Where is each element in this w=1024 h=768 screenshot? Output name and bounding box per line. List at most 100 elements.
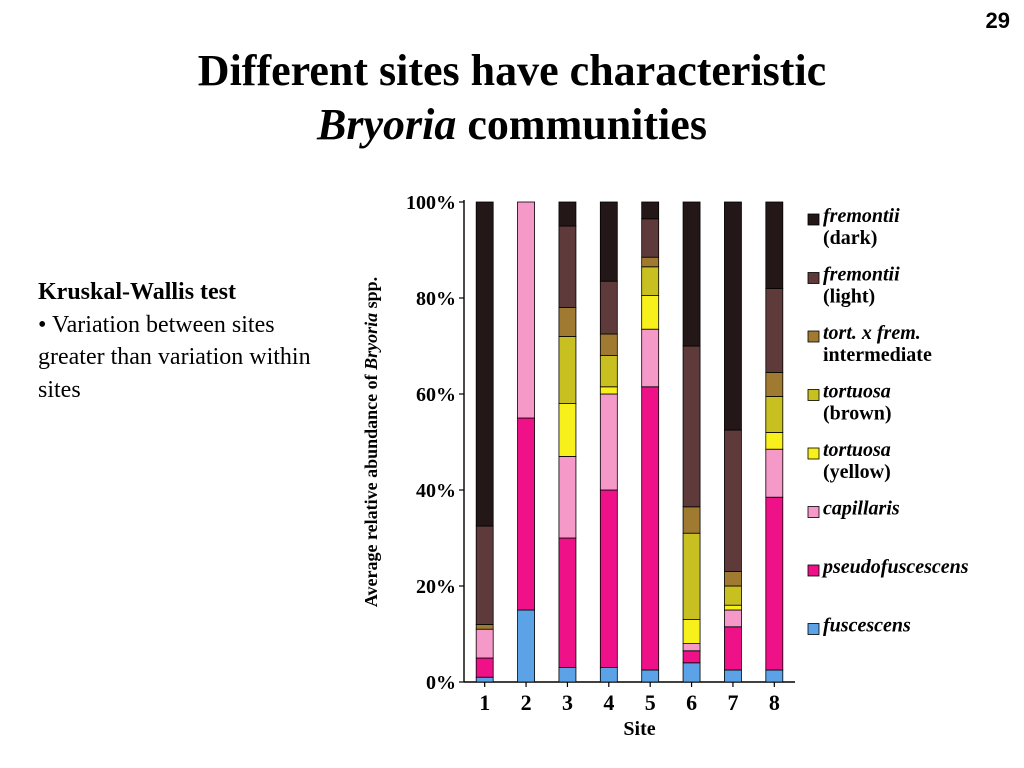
bar-site-3-series-1: [558, 537, 577, 669]
bar-site-7-series-3: [724, 604, 742, 611]
title-line-1: Different sites have characteristic: [197, 46, 827, 95]
legend-label-7: fremontii: [823, 205, 900, 227]
bar-site-7-series-6: [724, 429, 742, 573]
bar-site-4-series-6: [599, 280, 618, 335]
bar-site-2-series-1: [517, 417, 535, 611]
bar-site-4-series-2: [599, 393, 618, 491]
legend-swatch-5: [807, 330, 820, 343]
bar-site-6-series-4: [682, 532, 701, 621]
bar-site-7-series-1: [724, 626, 742, 671]
bar-site-5-series-1: [641, 386, 660, 671]
y-tick-label: 100%: [406, 192, 456, 214]
bar-site-1-series-0: [475, 676, 494, 683]
test-bullet: • Variation between sites greater than v…: [38, 311, 311, 403]
y-axis-title: Average relative abundance of Bryoria sp…: [361, 277, 381, 607]
legend-swatch-4: [807, 389, 820, 401]
bar-site-7-series-0: [724, 669, 742, 683]
side-text: Kruskal-Wallis test • Variation between …: [38, 276, 338, 407]
legend-label-5: tort. x frem.: [823, 322, 921, 344]
x-tick-label: 3: [562, 690, 573, 715]
bar-site-6-series-7: [682, 201, 701, 347]
legend-sublabel-4: (brown): [823, 403, 892, 425]
bar-site-6-series-5: [682, 506, 701, 534]
bar-site-3-series-5: [558, 307, 577, 337]
bar-site-3-series-4: [558, 335, 577, 404]
bar-site-3-series-2: [558, 455, 577, 539]
x-tick-label: 4: [603, 690, 614, 715]
bar-site-8-series-3: [765, 431, 784, 450]
bar-site-1-series-1: [475, 657, 494, 678]
bar-site-1-series-7: [475, 201, 494, 527]
bar-site-7-series-5: [724, 571, 742, 587]
legend-sublabel-7: (dark): [823, 227, 877, 249]
bar-site-3-series-0: [558, 667, 577, 683]
bar-site-6-series-1: [682, 650, 701, 664]
bar-site-4-series-1: [599, 489, 618, 669]
bar-site-6-series-3: [682, 619, 701, 645]
slide-title: Different sites have characteristic Bryo…: [0, 44, 1024, 151]
bar-site-1-series-6: [475, 525, 494, 625]
bar-site-3-series-6: [558, 225, 577, 308]
legend-sublabel-6: (light): [823, 286, 875, 308]
test-heading: Kruskal-Wallis test: [38, 279, 237, 305]
bar-site-8-series-6: [765, 288, 784, 373]
bar-site-8-series-0: [765, 669, 784, 683]
slide-number: 29: [985, 8, 1010, 33]
bar-site-8-series-4: [765, 395, 784, 433]
legend-sublabel-3: (yellow): [823, 461, 891, 483]
bar-site-5-series-2: [641, 328, 660, 388]
bar-site-4-series-3: [599, 386, 618, 395]
bar-site-2-series-2: [517, 201, 535, 419]
bar-site-4-series-5: [599, 333, 618, 357]
legend-label-6: fremontii: [823, 264, 900, 286]
y-tick-label: 60%: [416, 384, 456, 406]
legend-swatch-6: [807, 272, 820, 284]
bar-site-1-series-2: [475, 628, 494, 659]
bar-site-7-series-4: [724, 585, 742, 606]
bar-site-8-series-5: [765, 371, 784, 397]
x-tick-label: 5: [645, 690, 656, 715]
bar-site-6-series-6: [682, 345, 701, 508]
legend-label-1: pseudofuscescens: [821, 556, 969, 578]
bar-site-7-series-2: [724, 609, 742, 628]
legend-swatch-0: [807, 623, 820, 635]
title-line-2-rest: communities: [456, 99, 707, 149]
y-tick-label: 80%: [416, 288, 456, 310]
title-line-2: Bryoria communities: [0, 98, 1024, 152]
bar-site-8-series-1: [765, 496, 784, 671]
y-tick-label: 20%: [416, 576, 456, 598]
bar-site-6-series-2: [682, 643, 701, 652]
legend-swatch-3: [807, 447, 820, 460]
legend-label-3: tortuosa: [823, 439, 891, 461]
x-tick-label: 1: [479, 690, 490, 715]
bar-site-8-series-2: [765, 448, 784, 498]
bar-site-5-series-7: [641, 201, 660, 220]
bar-site-5-series-3: [641, 295, 660, 330]
bar-site-5-series-4: [641, 266, 660, 297]
legend-swatch-2: [807, 506, 820, 518]
x-tick-label: 7: [727, 690, 738, 715]
bar-site-6-series-0: [682, 662, 701, 683]
bar-site-4-series-4: [599, 355, 618, 388]
x-tick-label: 2: [521, 690, 532, 715]
legend-sublabel-5: intermediate: [823, 344, 932, 366]
bar-site-5-series-5: [641, 256, 660, 268]
x-tick-label: 8: [769, 690, 780, 715]
legend-swatch-7: [807, 213, 820, 226]
legend-label-2: capillaris: [823, 498, 900, 520]
x-tick-label: 6: [686, 690, 697, 715]
stacked-bar-chart: 0% 20% 40% 60% 80% 100% Average relative abund…: [361, 192, 969, 740]
bar-site-3-series-3: [558, 403, 577, 457]
title-genus: Bryoria: [317, 99, 457, 149]
bar-site-2-series-0: [517, 609, 535, 683]
x-axis-title: Site: [623, 718, 655, 740]
bar-site-7-series-7: [724, 201, 742, 431]
bar-site-5-series-0: [641, 669, 660, 683]
legend-label-0: fuscescens: [823, 615, 911, 637]
legend-swatch-1: [807, 564, 820, 577]
y-tick-label: 0%: [426, 672, 456, 694]
bar-site-4-series-0: [599, 667, 618, 683]
bar-site-4-series-7: [599, 201, 618, 282]
bar-site-5-series-6: [641, 218, 660, 258]
y-tick-label: 40%: [416, 480, 456, 502]
